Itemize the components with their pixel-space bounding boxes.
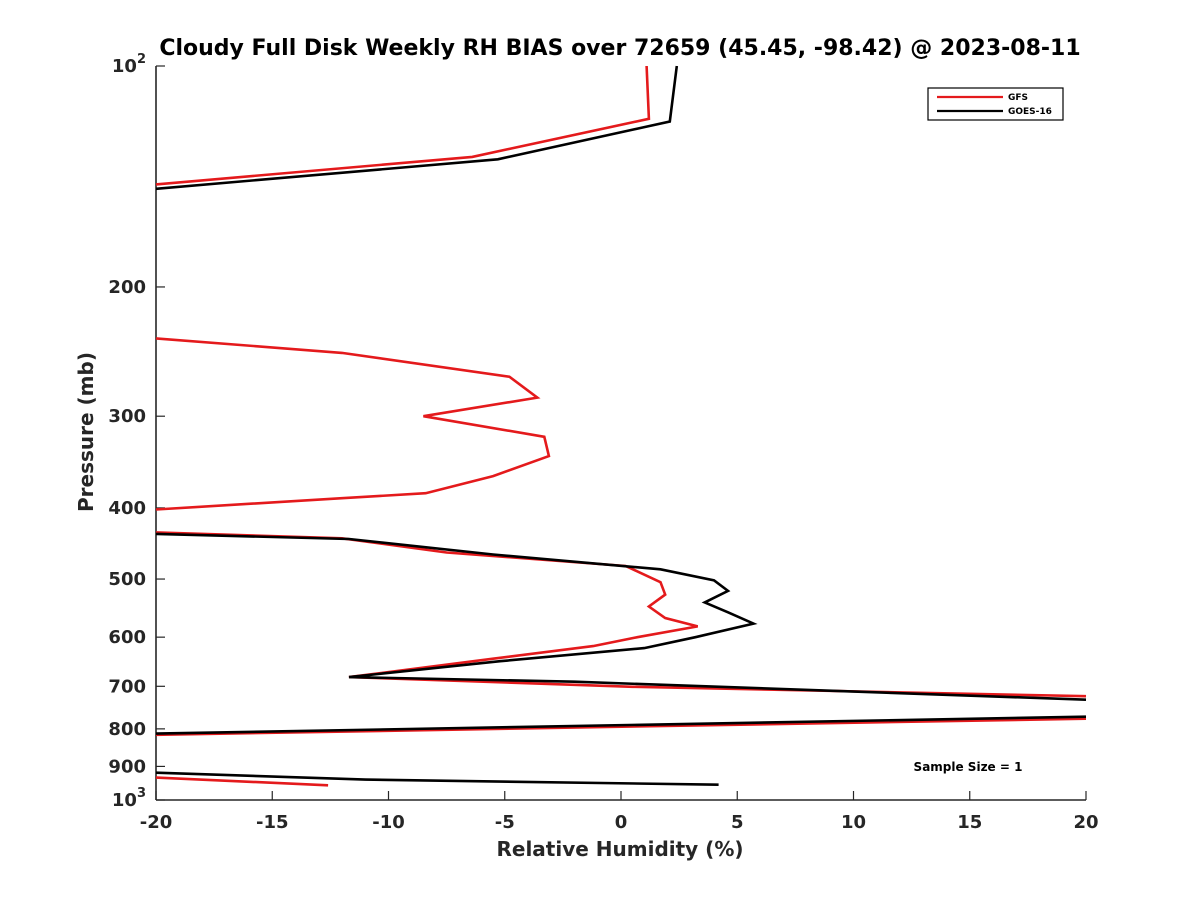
x-tick-label: 5 [731, 812, 744, 833]
x-tick-label: 10 [841, 812, 866, 833]
y-tick-label: 103 [112, 786, 146, 811]
series-line-gfs-segment-4 [155, 717, 1087, 737]
x-axis-label: Relative Humidity (%) [496, 837, 743, 861]
series-line-gfs-segment-3 [155, 531, 1087, 698]
y-tick-label: 300 [108, 406, 146, 427]
chart-title: Cloudy Full Disk Weekly RH BIAS over 726… [159, 36, 1080, 61]
y-axis-label: Pressure (mb) [74, 352, 98, 512]
y-tick-label: 400 [108, 498, 146, 519]
x-tick-label: 0 [615, 812, 628, 833]
legend-box [927, 87, 1064, 121]
x-tick-label: 20 [1073, 812, 1098, 833]
y-tick-label: 500 [108, 569, 146, 590]
series-line-goes-16-segment-1 [155, 65, 679, 191]
x-tick-label: -10 [372, 812, 405, 833]
series-lines [155, 65, 1087, 787]
legend-label-goes-16: GOES-16 [1008, 107, 1052, 117]
series-line-gfs-segment-2 [155, 337, 551, 511]
series-line-goes-16-segment-2 [155, 532, 1087, 701]
y-tick-label: 102 [112, 52, 146, 77]
y-tick-label: 200 [108, 277, 146, 298]
x-tick-label: -5 [495, 812, 515, 833]
x-axis-ticks: -20 -15 -10 -5 0 5 10 15 20 [140, 791, 1099, 833]
y-tick-label: 900 [108, 756, 146, 777]
series-line-goes-16-segment-3 [155, 715, 1087, 735]
y-tick-label: 600 [108, 627, 146, 648]
y-axis-ticks: 102 200 300 400 500 600 700 800 900 103 [108, 52, 165, 811]
series-line-gfs-segment-1 [155, 65, 651, 186]
series-line-goes-16-segment-4 [155, 771, 719, 786]
x-tick-label: -20 [140, 812, 173, 833]
y-tick-label: 700 [108, 676, 146, 697]
legend-label-gfs: GFS [1008, 93, 1028, 103]
x-tick-label: -15 [256, 812, 289, 833]
series-line-gfs-segment-5 [155, 776, 329, 787]
legend: GFS GOES-16 [927, 87, 1064, 121]
x-tick-label: 15 [957, 812, 982, 833]
sample-size-annotation: Sample Size = 1 [914, 760, 1023, 774]
y-tick-label: 800 [108, 719, 146, 740]
